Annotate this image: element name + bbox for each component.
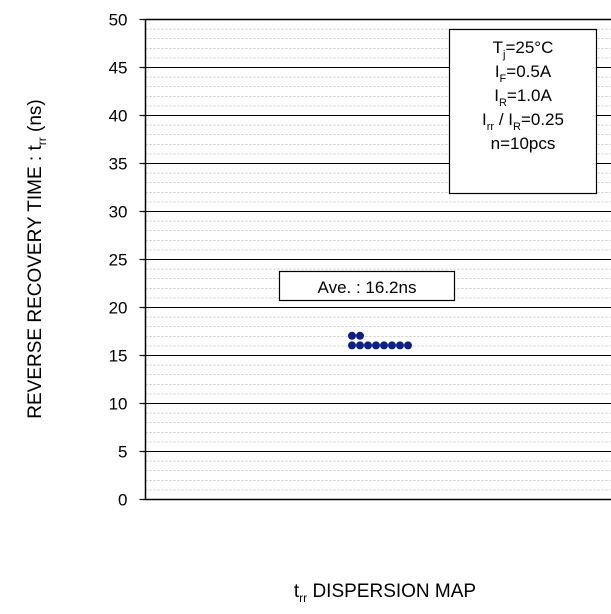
- data-point: [348, 341, 356, 349]
- data-point: [348, 332, 356, 340]
- y-tick-layer: 0 5 10 15 20 25 30 35 40 45 50: [109, 11, 146, 510]
- average-box: Ave. : 16.2ns: [280, 272, 455, 301]
- y-tick-label: 50: [109, 11, 128, 30]
- y-tick-label: 45: [109, 59, 128, 78]
- y-axis-label: REVERSE RECOVERY TIME : trr (ns): [25, 99, 49, 418]
- data-point: [372, 341, 380, 349]
- condition-line: n=10pcs: [491, 134, 556, 153]
- y-label-main: REVERSE RECOVERY TIME : t: [25, 145, 46, 419]
- data-point: [380, 341, 388, 349]
- condition-subscript: R: [513, 121, 521, 133]
- y-tick-label: 25: [109, 251, 128, 270]
- x-axis-label: trr DISPERSION MAP: [294, 581, 476, 605]
- y-label-unit: (ns): [25, 99, 46, 137]
- condition-subscript: R: [499, 97, 507, 109]
- condition-value: =1.0A: [507, 86, 553, 105]
- y-tick-label: 20: [109, 299, 128, 318]
- condition-value: =0.5A: [506, 62, 552, 81]
- y-tick-label: 5: [118, 443, 127, 462]
- condition-value: =0.25: [521, 110, 564, 129]
- y-tick-label: 0: [118, 491, 127, 510]
- x-label-subscript: rr: [299, 591, 307, 605]
- data-point: [356, 341, 364, 349]
- y-tick-label: 40: [109, 107, 128, 126]
- data-point: [396, 341, 404, 349]
- condition-value: =25°C: [505, 38, 553, 57]
- data-point: [404, 341, 412, 349]
- average-label: Ave. : 16.2ns: [318, 278, 417, 297]
- condition-symbol: n=10pcs: [491, 134, 556, 153]
- data-point: [356, 332, 364, 340]
- x-label-rest: DISPERSION MAP: [307, 581, 476, 602]
- y-tick-label: 35: [109, 155, 128, 174]
- y-tick-label: 30: [109, 203, 128, 222]
- condition-symbol: T: [493, 38, 503, 57]
- points-layer: [348, 332, 412, 350]
- y-tick-label: 10: [109, 395, 128, 414]
- condition-text: / I: [494, 110, 513, 129]
- y-label-subscript: rr: [35, 137, 49, 145]
- data-point: [364, 341, 372, 349]
- y-tick-label: 15: [109, 347, 128, 366]
- data-point: [388, 341, 396, 349]
